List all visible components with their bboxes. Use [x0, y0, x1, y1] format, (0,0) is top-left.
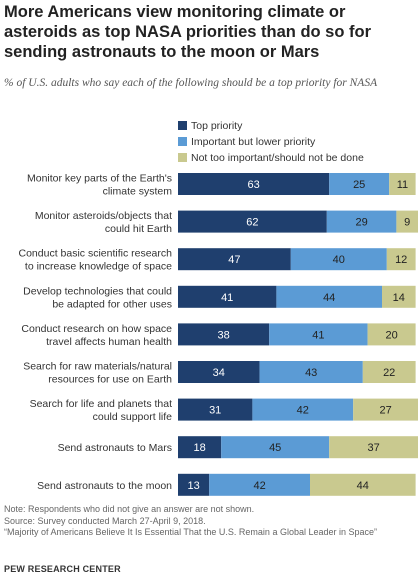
bar-not [386, 248, 416, 271]
category-label: Send astronauts to the moon [37, 480, 172, 492]
bar-important [276, 285, 382, 308]
category-label-line: climate system [103, 186, 173, 198]
value-label-not: 20 [385, 329, 397, 341]
category-label: Monitor asteroids/objects that could hit … [35, 210, 172, 235]
legend-label-top: Top priority [191, 120, 243, 132]
value-label-top: 38 [217, 329, 229, 341]
legend-item-top: Top priority [178, 120, 364, 133]
value-label-important: 40 [333, 254, 345, 266]
value-label-not: 27 [379, 405, 391, 417]
bar-not [389, 173, 416, 195]
legend-item-important: Important but lower priority [178, 136, 364, 149]
legend-item-not: Not too important/should not be done [178, 152, 364, 165]
value-label-not: 44 [357, 480, 369, 492]
legend-label-not: Not too important/should not be done [191, 152, 364, 164]
value-label-top: 31 [209, 405, 221, 417]
value-label-important: 25 [353, 179, 365, 191]
category-label-line: to increase knowledge of space [25, 261, 172, 273]
legend: Top priority Important but lower priorit… [178, 120, 364, 168]
value-label-not: 22 [383, 367, 395, 379]
source-org: PEW RESEARCH CENTER [4, 564, 121, 574]
value-label-top: 47 [228, 254, 240, 266]
bar-top [178, 210, 327, 233]
category-label: Send astronauts to Mars [58, 442, 172, 454]
bar-not [310, 473, 416, 496]
bar-important [326, 210, 397, 233]
bar-not [362, 361, 416, 383]
stacked-bar-chart: Monitor key parts of the Earth's climate … [19, 173, 418, 496]
bar-top [178, 323, 270, 346]
value-label-top: 41 [221, 292, 233, 304]
bar-important [269, 323, 368, 346]
bar-top [178, 398, 253, 421]
bar-not [353, 398, 418, 421]
category-label: Conduct basic scientific research to incr… [19, 248, 173, 273]
value-label-not: 14 [393, 292, 405, 304]
report-title: “Majority of Americans Believe It Is Ess… [4, 527, 378, 537]
category-label-line: Search for raw materials/natural [23, 361, 172, 373]
value-label-important: 29 [355, 217, 367, 229]
bar-top [178, 361, 260, 383]
bar-top [178, 436, 222, 459]
category-label: Search for raw materials/natural resource… [23, 361, 172, 386]
category-label: Conduct research on how space travel affe… [21, 323, 172, 348]
value-label-not: 9 [404, 217, 410, 229]
category-label-line: Send astronauts to Mars [58, 442, 172, 454]
category-label-line: Search for life and planets that [30, 398, 173, 410]
category-label: Monitor key parts of the Earth's climate … [27, 173, 172, 198]
legend-swatch-important [178, 136, 187, 146]
notes: Note: Respondents who did not give an an… [4, 504, 418, 539]
category-label-line: could hit Earth [105, 223, 172, 235]
category-label-line: Conduct basic scientific research [19, 248, 173, 260]
bar-important [290, 248, 387, 271]
value-label-top: 13 [187, 480, 199, 492]
value-label-top: 18 [193, 442, 205, 454]
value-label-important: 43 [305, 367, 317, 379]
source-text: Source: Survey conducted March 27-April … [4, 515, 206, 526]
category-label-line: resources for use on Earth [48, 374, 172, 386]
category-label-line: be adapted for other uses [52, 298, 172, 310]
value-label-top: 62 [246, 217, 258, 229]
bar-top [178, 285, 277, 308]
chart-title: More Americans view monitoring climate o… [4, 3, 372, 61]
bar-important [252, 398, 354, 421]
category-label-line: Monitor asteroids/objects that [35, 210, 172, 222]
bar-not [329, 436, 418, 459]
value-label-not: 11 [397, 179, 408, 191]
bar-not [367, 323, 416, 346]
value-label-top: 63 [247, 179, 259, 191]
value-label-important: 45 [269, 442, 281, 454]
bar-important [259, 361, 363, 383]
category-label-line: could support life [93, 411, 173, 423]
chart-subtitle: % of U.S. adults who say each of the fol… [4, 77, 378, 89]
bar-important [209, 473, 310, 496]
value-label-not: 12 [395, 254, 407, 266]
bar-not [396, 210, 418, 233]
category-label: Develop technologies that could be adapte… [23, 285, 172, 310]
category-label: Search for life and planets that could su… [30, 398, 173, 423]
bar-important [221, 436, 330, 459]
category-label-line: Conduct research on how space [21, 323, 172, 335]
value-label-top: 34 [213, 367, 225, 379]
value-label-important: 42 [297, 405, 309, 417]
bar-important [329, 173, 390, 195]
category-label-line: Monitor key parts of the Earth's [27, 173, 172, 185]
bar-top [178, 473, 210, 496]
bar-top [178, 173, 330, 195]
value-label-important: 41 [312, 329, 324, 341]
category-label-line: Send astronauts to the moon [37, 480, 172, 492]
value-label-important: 42 [253, 480, 265, 492]
value-label-important: 44 [323, 292, 335, 304]
value-label-not: 37 [367, 442, 379, 454]
category-label-line: Develop technologies that could [23, 285, 172, 297]
legend-swatch-not [178, 152, 187, 162]
legend-label-important: Important but lower priority [191, 136, 316, 148]
category-label-line: travel affects human health [46, 336, 172, 348]
bar-not [382, 285, 416, 308]
bar-top [178, 248, 291, 271]
note-text: Note: Respondents who did not give an an… [4, 504, 255, 514]
legend-swatch-top [178, 120, 187, 130]
